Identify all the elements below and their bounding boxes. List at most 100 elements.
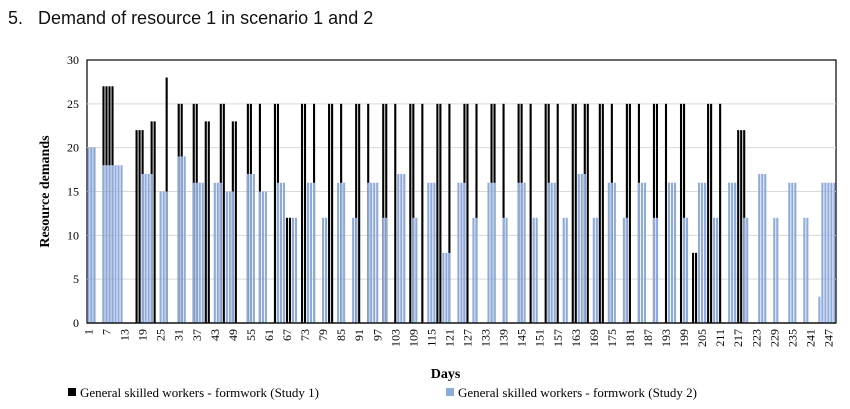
bar-series1 — [556, 103, 559, 323]
bar-series1 — [719, 103, 722, 323]
bar-series2 — [162, 191, 165, 323]
bar-series2 — [652, 217, 656, 323]
bar-series2 — [258, 191, 261, 323]
bar-series2 — [565, 217, 568, 323]
bar-series2 — [313, 182, 316, 323]
bar-series2 — [517, 182, 520, 323]
bar-series2 — [803, 217, 806, 323]
bar-series2 — [682, 217, 686, 323]
y-tick-label: 0 — [73, 316, 79, 330]
bar-series1 — [466, 103, 469, 323]
bar-series1 — [412, 103, 415, 323]
bar-series2 — [87, 147, 90, 323]
bar-series2 — [228, 191, 231, 323]
y-tick-label: 25 — [67, 97, 79, 111]
bar-series2 — [373, 182, 376, 323]
y-tick-label: 30 — [67, 53, 79, 67]
bar-series2 — [322, 217, 325, 323]
bar-series2 — [613, 182, 616, 323]
x-tick-label: 193 — [659, 329, 673, 347]
bar-series2 — [412, 217, 415, 323]
x-tick-label: 7 — [100, 329, 114, 335]
bar-series1 — [222, 103, 225, 323]
bar-series2 — [195, 182, 198, 323]
bar-series2 — [460, 182, 463, 323]
bar-series1 — [409, 103, 412, 323]
bar-series1 — [436, 103, 439, 323]
bar-series2 — [685, 217, 689, 323]
bar-series1 — [502, 103, 505, 323]
bar-series2 — [550, 182, 553, 323]
bar-series1 — [204, 121, 207, 323]
bar-series2 — [505, 217, 508, 323]
bar-series2 — [622, 217, 625, 323]
x-tick-label: 85 — [334, 329, 348, 341]
bar-series2 — [343, 182, 346, 323]
bar-series2 — [213, 182, 216, 323]
x-tick-label: 157 — [551, 329, 565, 347]
bar-series2 — [698, 182, 701, 323]
bar-series2 — [382, 217, 385, 323]
x-tick-label: 139 — [497, 329, 511, 347]
bar-series1 — [300, 103, 304, 323]
x-tick-label: 187 — [641, 329, 655, 347]
chart-title: 5. Demand of resource 1 in scenario 1 an… — [8, 8, 374, 28]
x-tick-label: 109 — [406, 329, 420, 347]
bar-series2 — [165, 191, 168, 323]
bar-series2 — [147, 173, 150, 323]
bar-series2 — [117, 165, 120, 323]
bar-series2 — [370, 182, 373, 323]
x-tick-label: 13 — [118, 329, 132, 341]
bar-series1 — [529, 103, 532, 323]
bar-series2 — [385, 217, 388, 323]
x-tick-label: 235 — [785, 329, 799, 347]
bar-series2 — [577, 173, 580, 323]
x-tick-label: 19 — [136, 329, 150, 341]
bar-series1 — [598, 103, 601, 323]
bar-series2 — [219, 182, 222, 323]
bar-series2 — [201, 182, 204, 323]
x-tick-label: 91 — [352, 329, 366, 341]
x-tick-label: 199 — [677, 329, 691, 347]
bar-series2 — [562, 217, 565, 323]
bar-series2 — [607, 182, 610, 323]
bar-series1 — [135, 130, 138, 323]
bar-series1 — [153, 121, 156, 323]
bar-series2 — [306, 182, 310, 323]
bar-series2 — [773, 217, 776, 323]
bar-series1 — [448, 103, 451, 323]
bar-series2 — [397, 173, 400, 323]
bar-series2 — [276, 182, 280, 323]
bar-series2 — [701, 182, 704, 323]
bar-series2 — [340, 182, 343, 323]
bar-series2 — [673, 182, 677, 323]
x-axis-label: Days — [431, 367, 461, 382]
bar-series2 — [791, 182, 794, 323]
bar-series2 — [643, 182, 646, 323]
x-tick-label: 241 — [803, 329, 817, 347]
bar-series2 — [595, 217, 598, 323]
bar-series2 — [433, 182, 436, 323]
bar-series2 — [788, 182, 791, 323]
bar-series2 — [493, 182, 496, 323]
bar-series1 — [328, 103, 331, 323]
bar-series2 — [490, 182, 493, 323]
bar-series2 — [216, 182, 219, 323]
bar-series2 — [472, 217, 475, 323]
bar-series2 — [583, 173, 586, 323]
y-tick-label: 20 — [67, 141, 79, 155]
bar-series2 — [532, 217, 535, 323]
bar-series2 — [743, 217, 746, 323]
bar-series2 — [141, 173, 144, 323]
x-tick-label: 205 — [695, 329, 709, 347]
bar-series2 — [114, 165, 117, 323]
bar-series1 — [655, 103, 659, 323]
bar-series2 — [309, 182, 313, 323]
bar-series2 — [728, 182, 731, 323]
bar-series1 — [273, 103, 277, 323]
bar-series2 — [325, 217, 328, 323]
bar-series1 — [707, 103, 710, 323]
bar-series2 — [580, 173, 583, 323]
bar-series2 — [833, 182, 836, 323]
bar-series2 — [261, 191, 264, 323]
